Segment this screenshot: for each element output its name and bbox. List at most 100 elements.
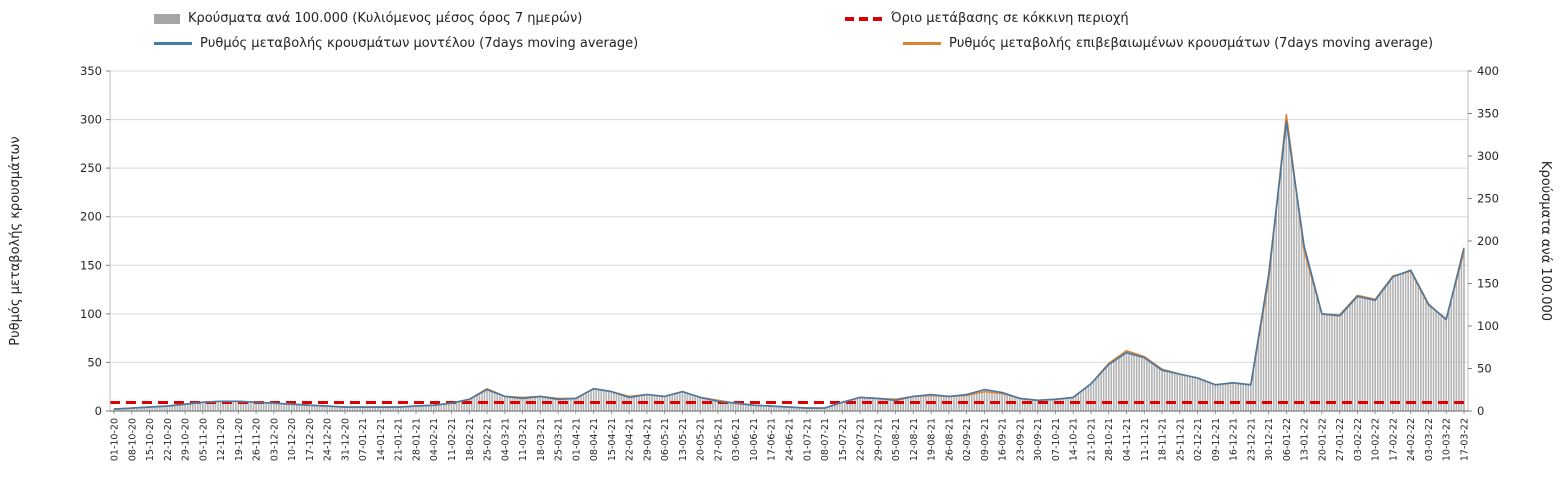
right-tick-label: 250 bbox=[1477, 192, 1499, 206]
x-tick-label: 26-08-21 bbox=[944, 418, 955, 461]
x-tick-label: 15-10-20 bbox=[145, 418, 156, 461]
x-tick-label: 16-09-21 bbox=[998, 418, 1009, 461]
x-tick-label: 29-10-20 bbox=[181, 418, 192, 461]
x-tick-label: 15-04-21 bbox=[607, 418, 618, 461]
x-tick-label: 16-12-21 bbox=[1229, 418, 1240, 461]
legend-item-cases-bars: Κρούσματα ανά 100.000 (Κυλιόμενος μέσος … bbox=[154, 11, 582, 26]
right-tick-label: 150 bbox=[1477, 277, 1499, 291]
x-tick-label: 18-02-21 bbox=[465, 418, 476, 461]
x-tick-label: 06-01-22 bbox=[1282, 418, 1293, 461]
x-tick-label: 14-10-21 bbox=[1069, 418, 1080, 461]
x-tick-label: 20-05-21 bbox=[696, 418, 707, 461]
x-tick-label: 14-01-21 bbox=[376, 418, 387, 461]
left-tick-label: 150 bbox=[80, 258, 102, 272]
right-tick-label: 200 bbox=[1477, 234, 1499, 248]
bars-series bbox=[113, 115, 1465, 412]
x-tick-label: 18-11-21 bbox=[1158, 418, 1169, 461]
x-tick-label: 10-03-22 bbox=[1442, 418, 1453, 461]
x-tick-label: 04-02-21 bbox=[429, 418, 440, 461]
bar-legend-swatch bbox=[154, 13, 180, 24]
x-tick-label: 20-01-22 bbox=[1317, 418, 1328, 461]
x-tick-label: 26-11-20 bbox=[252, 418, 263, 461]
confirmed-line-swatch bbox=[903, 42, 941, 45]
x-tick-label: 28-01-21 bbox=[412, 418, 423, 461]
x-tick-label: 01-07-21 bbox=[802, 418, 813, 461]
x-tick-label: 10-12-20 bbox=[287, 418, 298, 461]
x-tick-label: 10-06-21 bbox=[749, 418, 760, 461]
x-tick-label: 25-02-21 bbox=[483, 418, 494, 461]
threshold-dash-swatch bbox=[845, 16, 883, 21]
x-tick-label: 02-09-21 bbox=[962, 418, 973, 461]
legend-label-confirmed-line: Ρυθμός μεταβολής επιβεβαιωμένων κρουσμάτ… bbox=[949, 36, 1434, 51]
x-tick-label: 21-10-21 bbox=[1087, 418, 1098, 461]
x-tick-label: 17-12-20 bbox=[305, 418, 316, 461]
right-tick-label: 350 bbox=[1477, 107, 1499, 121]
x-tick-label: 03-12-20 bbox=[269, 418, 280, 461]
x-tick-label: 17-03-22 bbox=[1460, 418, 1471, 461]
x-tick-label: 17-02-22 bbox=[1388, 418, 1399, 461]
legend-item-confirmed-line: Ρυθμός μεταβολής επιβεβαιωμένων κρουσμάτ… bbox=[903, 36, 1433, 51]
x-tick-label: 28-10-21 bbox=[1104, 418, 1115, 461]
right-tick-label: 50 bbox=[1477, 362, 1492, 376]
left-tick-label: 250 bbox=[80, 161, 102, 175]
x-tick-label: 15-07-21 bbox=[838, 418, 849, 461]
x-tick-label: 27-05-21 bbox=[713, 418, 724, 461]
x-tick-label: 31-12-20 bbox=[340, 418, 351, 461]
x-tick-label: 30-12-21 bbox=[1264, 418, 1275, 461]
x-tick-label: 03-02-22 bbox=[1353, 418, 1364, 461]
left-tick-label: 0 bbox=[95, 404, 102, 418]
x-tick-label: 19-08-21 bbox=[927, 418, 938, 461]
x-tick-label: 19-11-20 bbox=[234, 418, 245, 461]
right-tick-label: 0 bbox=[1477, 404, 1484, 418]
x-tick-label: 09-12-21 bbox=[1211, 418, 1222, 461]
x-tick-label: 11-11-21 bbox=[1140, 418, 1151, 461]
x-tick-label: 24-12-20 bbox=[323, 418, 334, 461]
x-tick-label: 13-05-21 bbox=[678, 418, 689, 461]
x-tick-label: 08-10-20 bbox=[127, 418, 138, 461]
left-tick-label: 100 bbox=[80, 307, 102, 321]
left-tick-label: 200 bbox=[80, 210, 102, 224]
x-tick-label: 12-11-20 bbox=[216, 418, 227, 461]
x-tick-label: 23-12-21 bbox=[1246, 418, 1257, 461]
left-tick-label: 50 bbox=[87, 355, 102, 369]
right-axis-ticks: 0 50 100 150 200 250 300 350 400 bbox=[1468, 64, 1499, 418]
x-tick-label: 03-06-21 bbox=[731, 418, 742, 461]
x-tick-label: 29-07-21 bbox=[873, 418, 884, 461]
x-tick-label: 09-09-21 bbox=[980, 418, 991, 461]
x-tick-label: 22-10-20 bbox=[163, 418, 174, 461]
x-tick-label: 25-03-21 bbox=[554, 418, 565, 461]
model-line bbox=[113, 120, 1465, 410]
legend-item-model-line: Ρυθμός μεταβολής κρουσμάτων μοντέλου (7d… bbox=[154, 36, 638, 51]
legend-item-threshold: Όριο μετάβασης σε κόκκινη περιοχή bbox=[845, 11, 1129, 26]
legend-label-cases-bars: Κρούσματα ανά 100.000 (Κυλιόμενος μέσος … bbox=[188, 11, 583, 26]
x-tick-label: 11-03-21 bbox=[518, 418, 529, 461]
x-tick-label: 25-11-21 bbox=[1175, 418, 1186, 461]
x-axis-labels: 01-10-20 08-10-20 15-10-20 22-10-20 29-10-20… bbox=[110, 411, 1471, 461]
right-tick-label: 300 bbox=[1477, 149, 1499, 163]
x-tick-label: 02-12-21 bbox=[1193, 418, 1204, 461]
x-tick-label: 21-01-21 bbox=[394, 418, 405, 461]
right-tick-label: 400 bbox=[1477, 64, 1499, 78]
x-tick-label: 27-01-22 bbox=[1335, 418, 1346, 461]
x-tick-label: 11-02-21 bbox=[447, 418, 458, 461]
x-tick-label: 29-04-21 bbox=[642, 418, 653, 461]
x-tick-label: 13-01-22 bbox=[1300, 418, 1311, 461]
x-tick-label: 24-02-22 bbox=[1406, 418, 1417, 461]
gridlines bbox=[110, 70, 1468, 363]
x-tick-label: 04-11-21 bbox=[1122, 418, 1133, 461]
right-tick-label: 100 bbox=[1477, 319, 1499, 333]
x-tick-label: 24-06-21 bbox=[785, 418, 796, 461]
x-tick-label: 10-02-22 bbox=[1371, 418, 1382, 461]
x-tick-label: 07-01-21 bbox=[358, 418, 369, 461]
legend-label-threshold: Όριο μετάβασης σε κόκκινη περιοχή bbox=[891, 11, 1129, 26]
right-axis-title: Κρούσματα ανά 100.000 bbox=[1538, 160, 1553, 322]
x-tick-label: 01-10-20 bbox=[110, 418, 121, 461]
x-tick-label: 04-03-21 bbox=[500, 418, 511, 461]
x-tick-label: 08-07-21 bbox=[820, 418, 831, 461]
x-tick-label: 22-04-21 bbox=[625, 418, 636, 461]
x-tick-label: 08-04-21 bbox=[589, 418, 600, 461]
left-tick-label: 350 bbox=[80, 64, 102, 78]
x-tick-label: 17-06-21 bbox=[767, 418, 778, 461]
